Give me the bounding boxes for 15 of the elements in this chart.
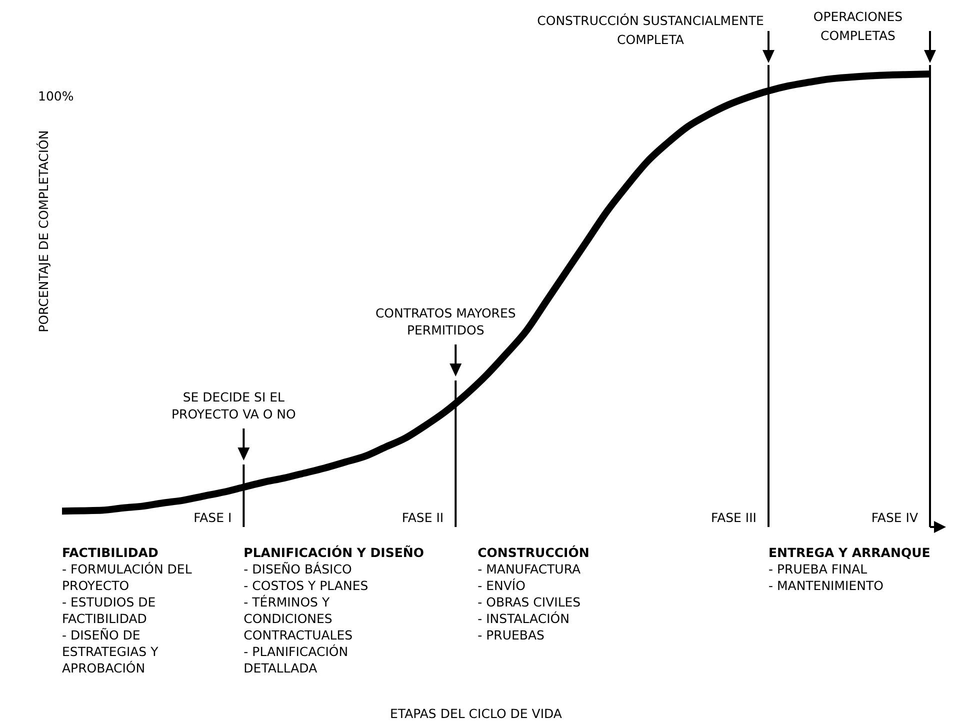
text: ETAPAS DEL CICLO DE VIDA <box>390 706 562 721</box>
text: OPERACIONES COMPLETAS <box>813 9 903 43</box>
annotation: FASE II <box>402 510 444 525</box>
annotation: 100% <box>38 88 74 104</box>
annotation: FASE III <box>711 510 757 525</box>
text: CONSTRUCCIÓN SUSTANCIALMENTE COMPLETA <box>537 13 764 47</box>
annotation: CONTRATOS MAYORES PERMITIDOS <box>375 305 516 338</box>
annotation: FASE IV <box>871 510 918 525</box>
text: ENTREGA Y ARRANQUE - PRUEBA FINAL - MANTENIMIENTO <box>768 545 930 593</box>
annotation: SE DECIDE SI EL PROYECTO VA O NO <box>171 389 296 422</box>
text: PLANIFICACIÓN Y DISEÑO - DISEÑO BÁSICO - COSTOS Y PLANES - TÉRMINOS Y CONDICIONES CONTRACTUALES - PLANIFICACIÓN DETALLADA <box>244 545 424 676</box>
y-axis-title: PORCENTAJE DE COMPLETACIÓN <box>36 130 51 332</box>
text: FACTIBILIDAD - FORMULACIÓN DEL PROYECTO - ESTUDIOS DE FACTIBILIDAD - DISEÑO DE ESTRATEGIAS Y APROBACIÓN <box>62 545 192 676</box>
text: CONSTRUCCIÓN - MANUFACTURA - ENVÍO - OBRAS CIVILES - INSTALACIÓN - PRUEBAS <box>478 545 590 642</box>
annotation: FASE I <box>194 510 232 525</box>
